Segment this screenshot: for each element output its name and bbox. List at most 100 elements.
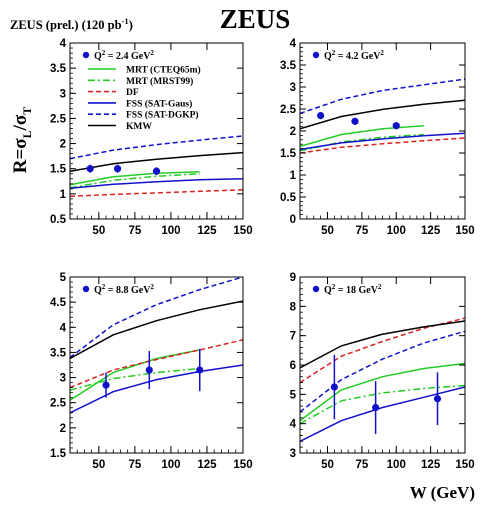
x-tick-label: 75 (128, 225, 141, 237)
x-tick-label: 75 (128, 459, 141, 471)
data-point (102, 381, 110, 389)
data-point (351, 117, 359, 125)
plot-frame (299, 42, 466, 220)
y-tick-label: 8 (290, 301, 297, 313)
y-tick-label: 4 (60, 38, 67, 50)
legend-label: MRT (MRST99) (126, 76, 193, 87)
y-tick-label: 2 (60, 423, 66, 435)
subtitle-end: ) (129, 18, 133, 32)
x-tick-label: 50 (321, 459, 334, 471)
y-tick-label: 6 (290, 360, 296, 372)
curve-kmw (300, 99, 465, 130)
curve-df (70, 339, 243, 389)
panel-q2-label: Q2 = 4.2 GeV2 (324, 49, 384, 62)
x-tick-label: 100 (387, 225, 406, 237)
subtitle-superscript: -1 (122, 16, 129, 26)
y-label-slash: /σ (10, 114, 31, 131)
data-point (372, 403, 380, 412)
x-tick-label: 75 (355, 225, 368, 237)
curves-group (70, 277, 243, 414)
panel-q2-label: Q2 = 8.8 GeV2 (94, 283, 154, 296)
y-label-sub-T: T (20, 107, 34, 115)
x-tick-label: 100 (161, 459, 180, 471)
curve-df (70, 189, 243, 198)
curve-fss-sat-gaus (300, 132, 465, 151)
y-tick-label: 9 (290, 272, 296, 284)
y-tick-label: 4 (290, 419, 297, 431)
legend-label: FSS (SAT-Gaus) (126, 98, 192, 109)
chart-panel-1: 0.5 1 1.5 2 2.5 3 3.5 4 50 75 100 125 150 Q2 = 2.4 Ge… (50, 38, 253, 237)
curve-kmw (70, 300, 243, 360)
x-tick-label: 50 (92, 225, 105, 237)
curve-fss-sat-dgkp (70, 277, 243, 359)
x-tick-label: 150 (455, 459, 474, 471)
legend-label: FSS (SAT-DGKP) (126, 110, 199, 121)
legend-label: MRT (CTEQ65m) (126, 65, 201, 76)
y-tick-label: 2.5 (280, 104, 297, 116)
y-tick-label: 3 (60, 88, 66, 100)
x-tick-label: 125 (421, 225, 441, 237)
q2-marker (312, 51, 320, 59)
curve-fss-sat-dgkp (300, 330, 465, 413)
x-tick-label: 50 (321, 225, 334, 237)
y-tick-label: 7 (290, 331, 296, 343)
chart-panel-4: 3 4 5 6 7 8 9 50 75 100 125 150 Q2 = 18 GeV2 (290, 272, 475, 471)
legend-label: DF (126, 88, 139, 98)
curve-fss-sat-dgkp (300, 78, 465, 115)
curve-fss-sat-gaus (300, 386, 465, 442)
x-tick-label: 50 (92, 459, 105, 471)
plot-frame (299, 276, 466, 454)
y-axis-label: R=σL/σT (10, 107, 34, 174)
data-point (145, 366, 153, 374)
data-point (196, 366, 204, 374)
curve-kmw (70, 151, 243, 172)
y-tick-label: 5 (290, 389, 297, 401)
y-tick-label: 5 (60, 272, 67, 284)
y-tick-label: 3 (60, 373, 66, 385)
x-tick-label: 125 (197, 459, 217, 471)
y-tick-label: 1.5 (50, 448, 67, 460)
x-tick-label: 75 (355, 459, 368, 471)
curve-mrt-cteq65m (300, 124, 424, 148)
y-tick-label: 3 (290, 82, 296, 94)
curve-df (300, 137, 465, 154)
y-label-sub-L: L (20, 130, 34, 138)
q2-marker (82, 51, 90, 59)
chart-panel-2: 0 0.5 1 1.5 2 2.5 3 3.5 4 50 75 100 125 150 Q2 = 4.2 G… (280, 38, 475, 237)
curve-df (300, 317, 465, 384)
x-tick-label: 150 (455, 225, 474, 237)
curve-kmw (300, 320, 465, 369)
x-tick-label: 125 (421, 459, 441, 471)
data-point (330, 383, 338, 391)
curve-mrt-cteq65m (70, 170, 200, 186)
panel-q2-label: Q2 = 18 GeV2 (324, 283, 382, 296)
x-tick-label: 150 (233, 459, 252, 471)
curves-group (70, 135, 243, 198)
y-tick-label: 0.5 (280, 192, 297, 204)
data-point (113, 165, 122, 173)
panel-q2-label: Q2 = 2.4 GeV2 (94, 49, 154, 62)
y-tick-label: 3.5 (280, 60, 297, 72)
curve-mrt-mrst99 (70, 367, 200, 391)
y-tick-label: 2 (60, 139, 66, 151)
y-tick-label: 2 (290, 126, 296, 138)
data-point (392, 122, 400, 130)
q2-marker (82, 285, 90, 293)
chart-panel-3: 1.5 2 2.5 3 3.5 4 4.5 5 50 75 100 125 150 Q2 = 8.8 Ge… (50, 272, 253, 471)
plot-frame (69, 276, 244, 454)
y-tick-label: 3 (290, 448, 296, 460)
y-tick-label: 3.5 (50, 63, 67, 75)
curve-fss-sat-gaus (70, 178, 243, 190)
subtitle-main: ZEUS (prel.) (120 pb (10, 18, 122, 32)
legend-label: KMW (126, 122, 152, 132)
y-tick-label: 2.5 (50, 113, 67, 125)
x-axis-label: W (GeV) (410, 483, 475, 502)
data-point (317, 112, 325, 120)
x-tick-label: 150 (233, 225, 252, 237)
figure-subtitle: ZEUS (prel.) (120 pb-1) (10, 16, 133, 32)
curve-mrt-mrst99 (300, 384, 465, 425)
curves-group (300, 317, 465, 442)
